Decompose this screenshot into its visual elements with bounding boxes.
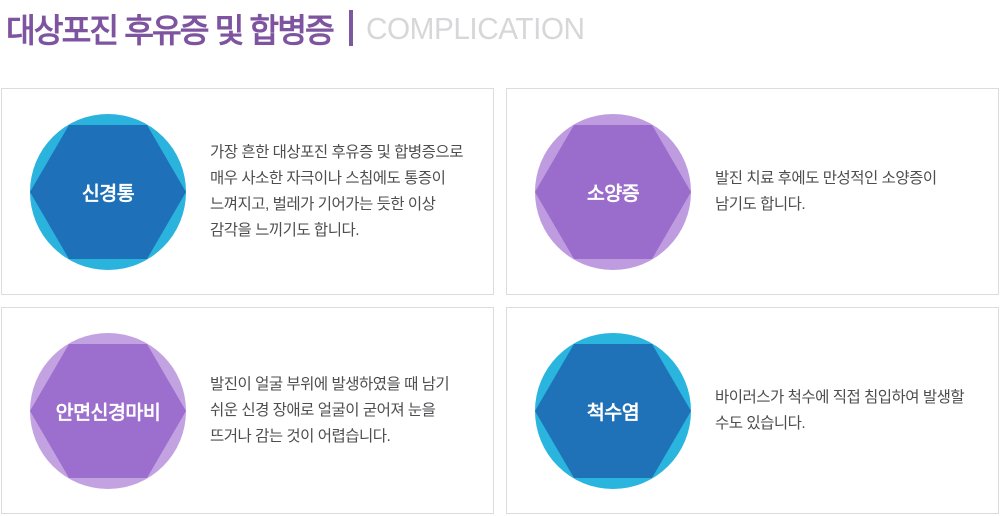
hexagon-badge: 척수염 bbox=[535, 332, 691, 489]
card-description: 발진이 얼굴 부위에 발생하였을 때 남기 쉬운 신경 장애로 얼굴이 굳어져 … bbox=[210, 375, 450, 445]
page-header: 대상포진 후유증 및 합병증 COMPLICATION bbox=[6, 4, 594, 52]
card-description: 발진 치료 후에도 만성적인 소양증이 남기도 합니다. bbox=[715, 169, 937, 213]
card-neuralgia: 신경통 가장 흔한 대상포진 후유증 및 합병증으로 매우 사소한 자극이나 스… bbox=[1, 88, 494, 295]
complication-grid: 신경통 가장 흔한 대상포진 후유증 및 합병증으로 매우 사소한 자극이나 스… bbox=[1, 88, 999, 514]
hexagon-badge: 소양증 bbox=[535, 113, 691, 270]
card-label: 신경통 bbox=[81, 183, 135, 205]
card-label: 척수염 bbox=[586, 402, 640, 424]
hexagon-badge: 신경통 bbox=[30, 113, 186, 270]
hexagon-icon bbox=[30, 124, 186, 259]
hexagon-icon bbox=[30, 343, 186, 478]
page-subtitle: COMPLICATION bbox=[366, 11, 586, 46]
card-pruritus: 소양증 발진 치료 후에도 만성적인 소양증이 남기도 합니다. bbox=[506, 88, 999, 295]
hexagon-icon bbox=[535, 343, 691, 478]
card-myelitis: 척수염 바이러스가 척수에 직접 침입하여 발생할 수도 있습니다. bbox=[506, 307, 999, 514]
hexagon-badge: 안면신경마비 bbox=[30, 332, 186, 489]
hexagon-icon bbox=[535, 124, 691, 259]
card-label: 안면신경마비 bbox=[55, 402, 161, 424]
card-description: 바이러스가 척수에 직접 침입하여 발생할 수도 있습니다. bbox=[715, 388, 965, 432]
card-description: 가장 흔한 대상포진 후유증 및 합병증으로 매우 사소한 자극이나 스침에도 … bbox=[210, 143, 463, 239]
page-title: 대상포진 후유증 및 합병증 bbox=[6, 12, 335, 49]
card-label: 소양증 bbox=[586, 183, 640, 205]
card-facial-palsy: 안면신경마비 발진이 얼굴 부위에 발생하였을 때 남기 쉬운 신경 장애로 얼… bbox=[1, 307, 494, 514]
title-divider bbox=[349, 10, 354, 46]
